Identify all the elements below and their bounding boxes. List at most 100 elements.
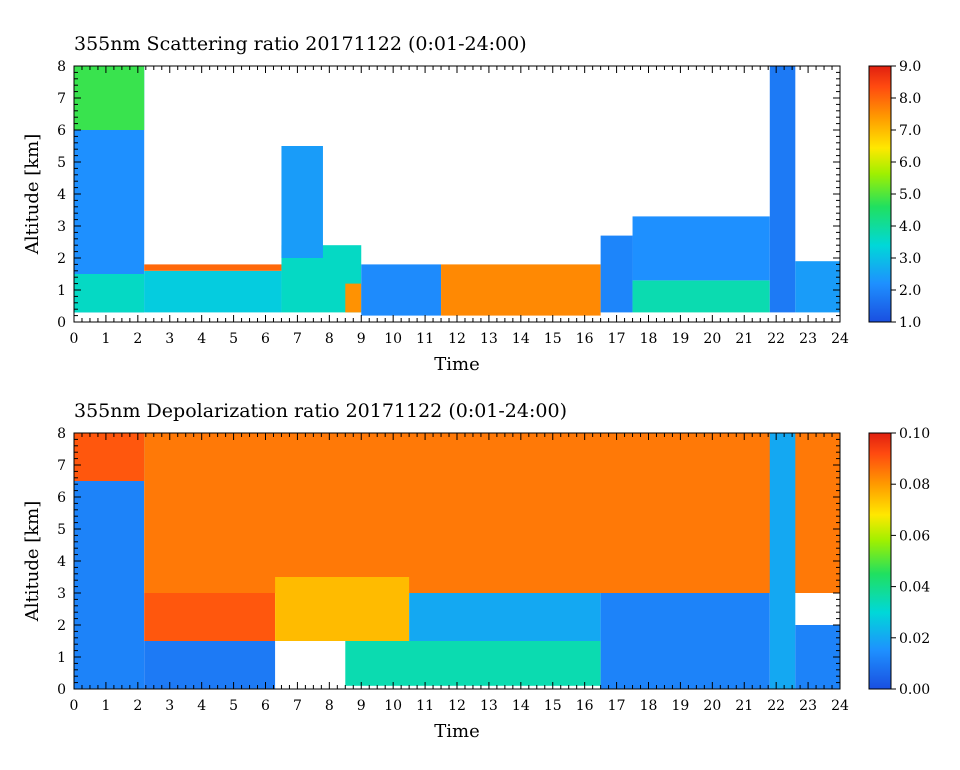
x-tick-label: 14 (512, 331, 530, 347)
y-tick-label: 3 (57, 586, 66, 602)
x-tick-label: 0 (70, 331, 79, 347)
x-tick-label: 11 (416, 698, 434, 714)
heatmap-cell (632, 216, 770, 281)
x-tick-label: 18 (640, 331, 658, 347)
heatmap-cell (409, 593, 601, 641)
colorbar-ticks: 1.0 2.0 3.0 4.0 5.0 6.0 7.0 8.0 9.0 (891, 59, 921, 331)
y-tick-label: 1 (57, 650, 66, 666)
colorbar-tick-label: 2.0 (899, 283, 921, 299)
x-tick-label: 24 (831, 331, 849, 347)
x-tick-label: 11 (416, 331, 434, 347)
heatmap-cells (74, 66, 840, 316)
colorbar-tick-label: 0.08 (899, 477, 930, 493)
y-tick-label: 4 (57, 554, 66, 570)
x-tick-label: 8 (325, 698, 334, 714)
colorbar-tick-label: 7.0 (899, 123, 921, 139)
colorbar-tick-label: 1.0 (899, 315, 921, 331)
heatmap-area (74, 433, 840, 689)
colorbar (868, 65, 892, 323)
y-axis-label: Altitude [km] (22, 501, 43, 623)
x-axis: 0 1 2 3 4 5 6 7 8 9 10 11 12 13 14 15 16 17 18 19 20 21 22 23 24 (70, 433, 849, 714)
x-tick-label: 1 (101, 331, 110, 347)
x-tick-label: 22 (767, 331, 785, 347)
y-tick-label: 4 (57, 187, 66, 203)
heatmap-cell (74, 274, 145, 313)
colorbar-tick-label: 4.0 (899, 219, 921, 235)
heatmap-cell (144, 433, 840, 593)
colorbar (868, 432, 892, 690)
y-tick-label: 8 (57, 59, 66, 75)
y-tick-label: 3 (57, 219, 66, 235)
y-tick-label: 1 (57, 283, 66, 299)
heatmap-cell (281, 146, 323, 258)
x-tick-label: 13 (480, 698, 498, 714)
x-tick-label: 23 (799, 698, 817, 714)
heatmap-cell (600, 593, 770, 689)
x-axis: 0 1 2 3 4 5 6 7 8 9 10 11 12 13 14 15 16 17 18 19 20 21 22 23 24 (70, 66, 849, 347)
colorbar-tick-label: 0.10 (899, 426, 930, 442)
x-tick-label: 6 (261, 331, 270, 347)
x-tick-label: 17 (608, 698, 626, 714)
heatmap-cell (345, 641, 601, 686)
heatmap-cell (144, 264, 282, 271)
x-tick-label: 21 (735, 331, 753, 347)
x-tick-label: 6 (261, 698, 270, 714)
x-tick-label: 5 (229, 331, 238, 347)
x-tick-label: 10 (384, 698, 402, 714)
colorbar-tick-label: 5.0 (899, 187, 921, 203)
x-tick-label: 4 (197, 331, 206, 347)
colorbar-tick-label: 9.0 (899, 59, 921, 75)
heatmap-cell (795, 625, 840, 689)
x-axis-label: Time (434, 721, 479, 742)
heatmap-area (74, 66, 840, 322)
x-tick-label: 10 (384, 331, 402, 347)
heatmap-cell (144, 593, 276, 641)
x-tick-label: 3 (165, 331, 174, 347)
colorbar-tick-label: 0.02 (899, 631, 930, 647)
x-tick-label: 24 (831, 698, 849, 714)
y-axis-label: Altitude [km] (22, 134, 43, 256)
x-tick-label: 16 (576, 331, 594, 347)
x-tick-label: 23 (799, 331, 817, 347)
x-tick-label: 20 (703, 331, 721, 347)
x-tick-label: 9 (357, 698, 366, 714)
scattering-panel: 355nm Scattering ratio 20171122 (0:01-24… (22, 33, 921, 375)
heatmap-cell (769, 433, 796, 689)
x-tick-label: 12 (448, 698, 466, 714)
heatmap-cell (632, 280, 770, 313)
heatmap-cell (345, 283, 362, 313)
x-tick-label: 20 (703, 698, 721, 714)
y-tick-label: 2 (57, 618, 66, 634)
depolarization-panel: 355nm Depolarization ratio 20171122 (0:0… (22, 400, 930, 742)
x-tick-label: 17 (608, 331, 626, 347)
y-tick-label: 8 (57, 426, 66, 442)
x-tick-label: 8 (325, 331, 334, 347)
colorbar-ticks: 0.00 0.02 0.04 0.06 0.08 0.10 (891, 426, 930, 698)
x-tick-label: 15 (544, 331, 562, 347)
x-tick-label: 13 (480, 331, 498, 347)
heatmap-cell (144, 270, 282, 313)
x-tick-label: 12 (448, 331, 466, 347)
x-tick-label: 4 (197, 698, 206, 714)
heatmap-cell (441, 264, 601, 316)
x-tick-label: 7 (293, 698, 302, 714)
x-tick-label: 21 (735, 698, 753, 714)
y-tick-label: 0 (57, 315, 66, 331)
heatmap-cell (600, 235, 633, 313)
x-tick-label: 3 (165, 698, 174, 714)
x-tick-label: 14 (512, 698, 530, 714)
x-axis-label: Time (434, 354, 479, 375)
x-tick-label: 0 (70, 698, 79, 714)
heatmap-cell (144, 641, 276, 689)
y-tick-label: 7 (57, 91, 66, 107)
x-tick-label: 9 (357, 331, 366, 347)
colorbar-tick-label: 6.0 (899, 155, 921, 171)
x-tick-label: 7 (293, 331, 302, 347)
heatmap-cell (74, 66, 145, 130)
y-tick-label: 6 (57, 123, 66, 139)
heatmap-cell (275, 577, 410, 641)
x-tick-label: 19 (672, 698, 690, 714)
y-tick-label: 5 (57, 522, 66, 538)
y-tick-label: 2 (57, 251, 66, 267)
